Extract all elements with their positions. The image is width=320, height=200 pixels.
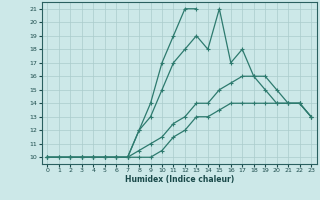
X-axis label: Humidex (Indice chaleur): Humidex (Indice chaleur): [124, 175, 234, 184]
